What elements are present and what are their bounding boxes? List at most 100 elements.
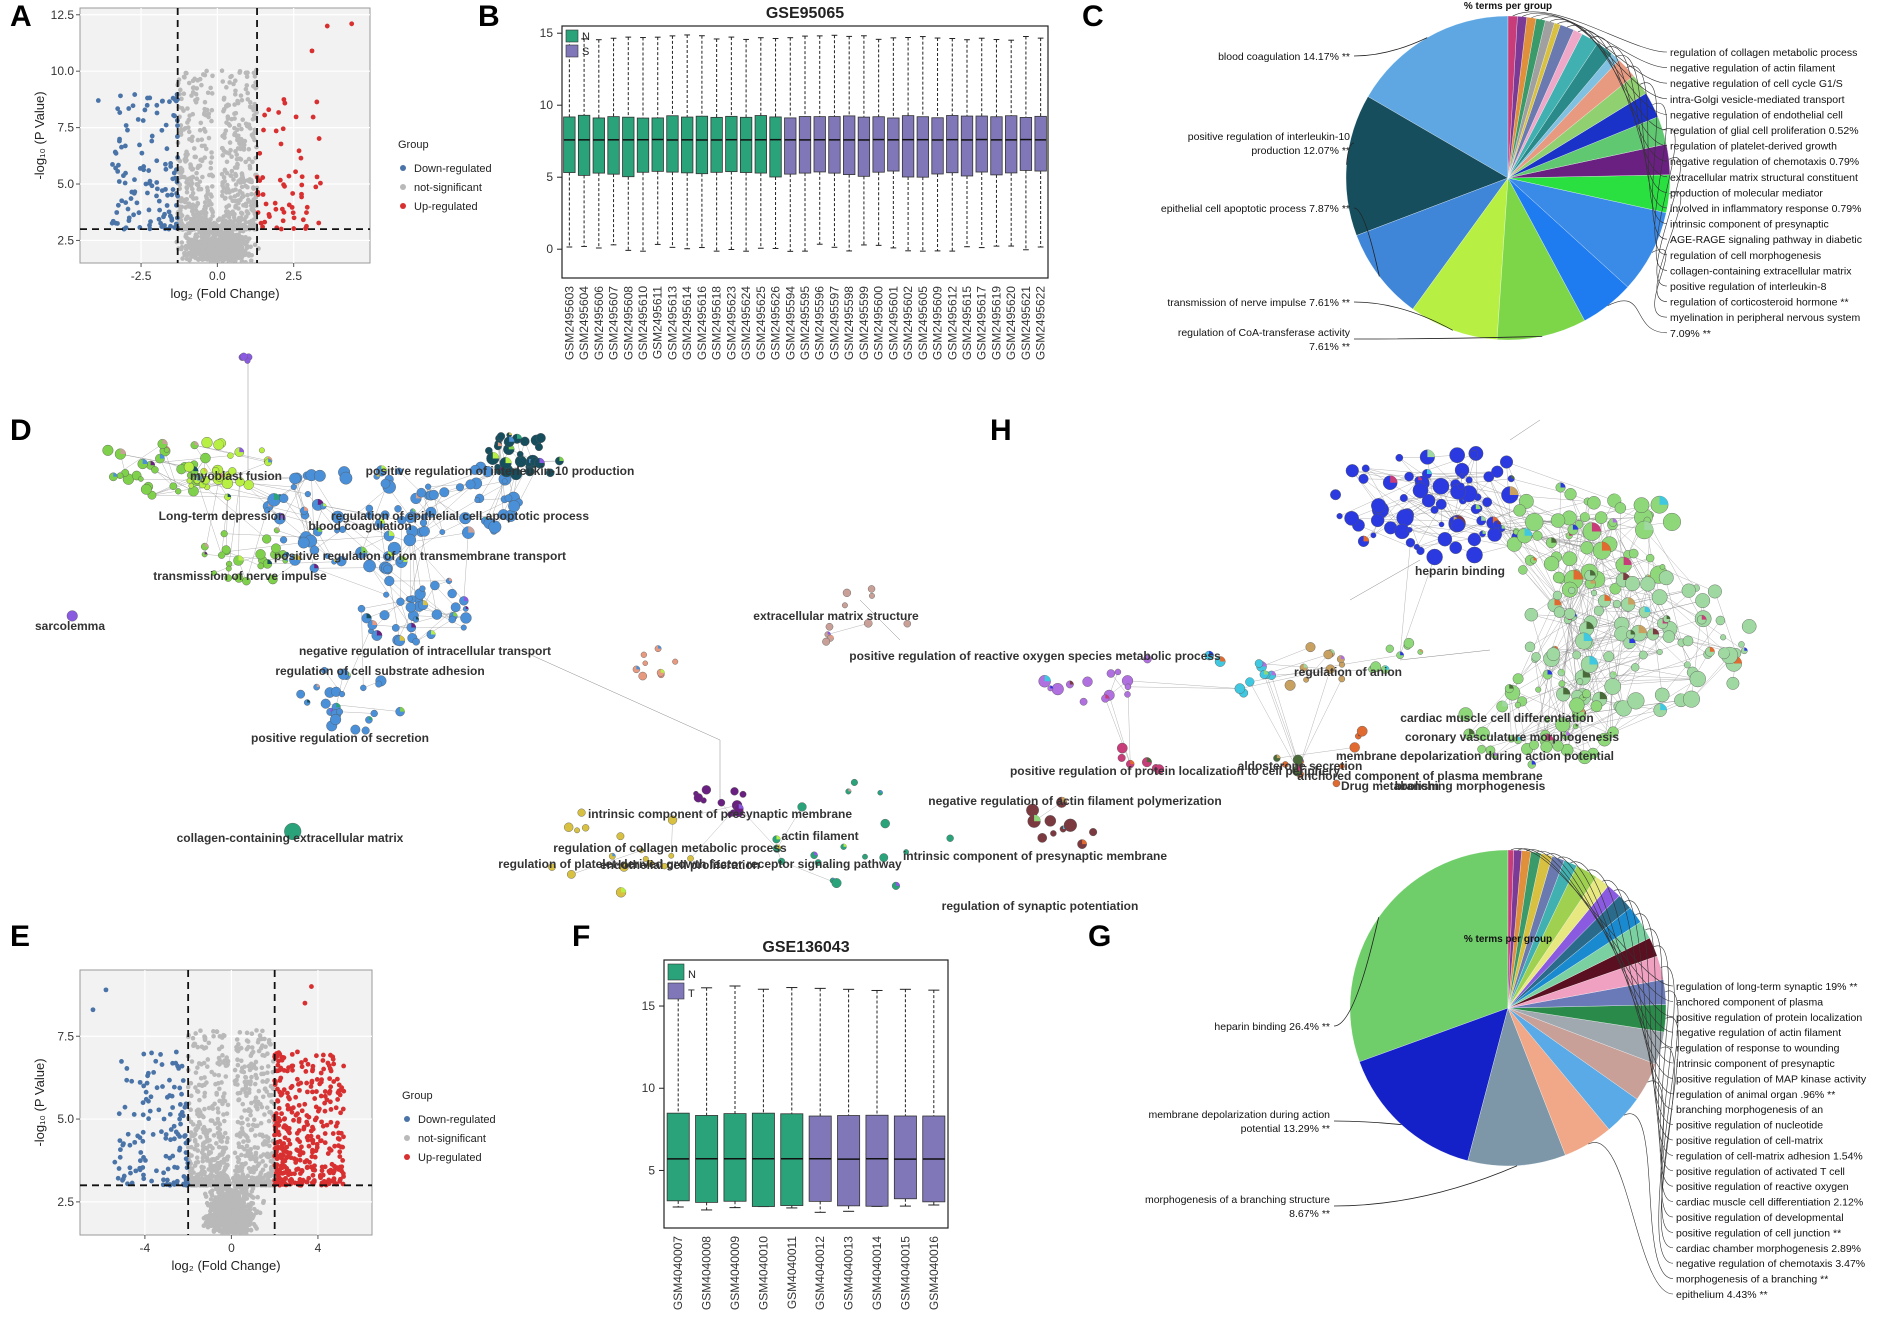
point-not-significant <box>249 1100 254 1106</box>
network-node-label: branching morphogenesis <box>1395 779 1546 793</box>
network-node-sector <box>276 527 280 531</box>
network-node <box>1124 683 1132 691</box>
point-not-significant <box>178 127 184 132</box>
point-down-regulated <box>170 187 176 192</box>
point-not-significant <box>265 1064 271 1069</box>
pie-slice-major <box>1345 96 1509 236</box>
network-node <box>1234 683 1246 694</box>
network-node <box>1741 619 1757 634</box>
point-not-significant <box>249 1031 255 1037</box>
point-down-regulated <box>142 107 148 113</box>
network-edge <box>398 470 422 493</box>
pie-leader-line <box>1615 54 1668 209</box>
network-node <box>102 444 114 456</box>
point-not-significant <box>213 1141 219 1146</box>
network-node <box>1628 548 1639 559</box>
point-down-regulated <box>172 225 177 230</box>
network-edge <box>781 861 837 884</box>
point-down-regulated <box>158 220 164 226</box>
point-not-significant <box>195 1125 201 1130</box>
panel-letter-f: F <box>572 920 590 953</box>
network-node-sector <box>1638 625 1647 634</box>
network-node <box>201 475 211 485</box>
network-node-label: heparin binding <box>1415 564 1505 578</box>
box <box>872 116 885 173</box>
point-down-regulated <box>143 181 149 187</box>
point-down-regulated <box>131 190 137 196</box>
point-not-significant <box>249 1051 255 1056</box>
point-not-significant <box>212 235 217 240</box>
point-not-significant <box>202 218 207 224</box>
point-not-significant <box>206 202 211 208</box>
point-not-significant <box>231 215 237 220</box>
network-node-sector <box>334 559 337 562</box>
network-node-label: endothelial cell proliferation <box>600 858 760 872</box>
network-node-sector <box>412 508 416 512</box>
point-not-significant <box>260 1043 265 1048</box>
box <box>916 116 929 178</box>
panel-letter-a: A <box>10 0 32 33</box>
x-category-label: GSM2495611 <box>651 286 665 359</box>
network-node-sector <box>1420 649 1423 652</box>
network-node <box>403 533 417 547</box>
network-node <box>1370 513 1385 528</box>
network-node <box>1726 676 1740 690</box>
network-node <box>1063 818 1077 832</box>
point-not-significant <box>239 234 245 240</box>
point-not-significant <box>233 149 238 154</box>
point-up-regulated <box>280 218 286 224</box>
point-not-significant <box>195 137 201 143</box>
network-node <box>183 461 195 473</box>
pie-label-right: negative regulation of endothelial cell <box>1670 109 1843 121</box>
point-not-significant <box>237 156 243 161</box>
network-node-sector <box>150 461 155 466</box>
network-node <box>1662 630 1676 643</box>
point-not-significant <box>180 256 185 261</box>
point-not-significant <box>202 1090 208 1096</box>
point-not-significant <box>195 1148 201 1153</box>
point-not-significant <box>188 1107 193 1113</box>
network-node <box>1603 651 1615 662</box>
point-not-significant <box>226 248 231 254</box>
point-not-significant <box>206 198 212 204</box>
box <box>798 116 812 174</box>
point-not-significant <box>243 220 249 225</box>
network-node <box>1535 686 1542 693</box>
point-not-significant <box>223 195 228 201</box>
point-not-significant <box>211 1033 216 1039</box>
pie-label-left: blood coagulation 14.17% ** <box>1218 51 1350 63</box>
network-edge <box>1509 419 1541 441</box>
x-category-label: GSM2495595 <box>798 286 812 360</box>
network-node-label: intrinsic component of presynaptic membr… <box>903 849 1167 863</box>
point-not-significant <box>254 1028 259 1033</box>
network-node-sector <box>411 622 416 628</box>
pie-leader-line <box>1640 82 1668 240</box>
network-edge <box>268 506 306 516</box>
network-node <box>1435 498 1447 510</box>
box <box>651 117 664 172</box>
network-node <box>1465 476 1473 484</box>
network-node <box>357 604 366 613</box>
network-node <box>395 467 403 475</box>
point-not-significant <box>244 74 250 79</box>
network-node <box>739 790 747 798</box>
network-node-sector <box>294 554 301 560</box>
legend-swatch <box>565 29 579 43</box>
network-node <box>234 573 244 583</box>
point-not-significant <box>214 1029 220 1035</box>
point-down-regulated <box>156 198 162 204</box>
point-not-significant <box>232 1078 238 1084</box>
point-down-regulated <box>141 164 147 169</box>
point-not-significant <box>260 1028 265 1034</box>
point-not-significant <box>224 170 230 176</box>
network-edge <box>519 649 721 741</box>
point-not-significant <box>217 246 223 252</box>
point-up-regulated <box>304 204 310 210</box>
point-not-significant <box>219 1080 224 1085</box>
point-up-regulated <box>290 191 296 196</box>
point-not-significant <box>216 1055 222 1061</box>
point-not-significant <box>202 1191 208 1197</box>
point-down-regulated <box>126 215 132 221</box>
pie-label-left: production 12.07% ** <box>1251 145 1350 157</box>
point-not-significant <box>205 1138 210 1144</box>
